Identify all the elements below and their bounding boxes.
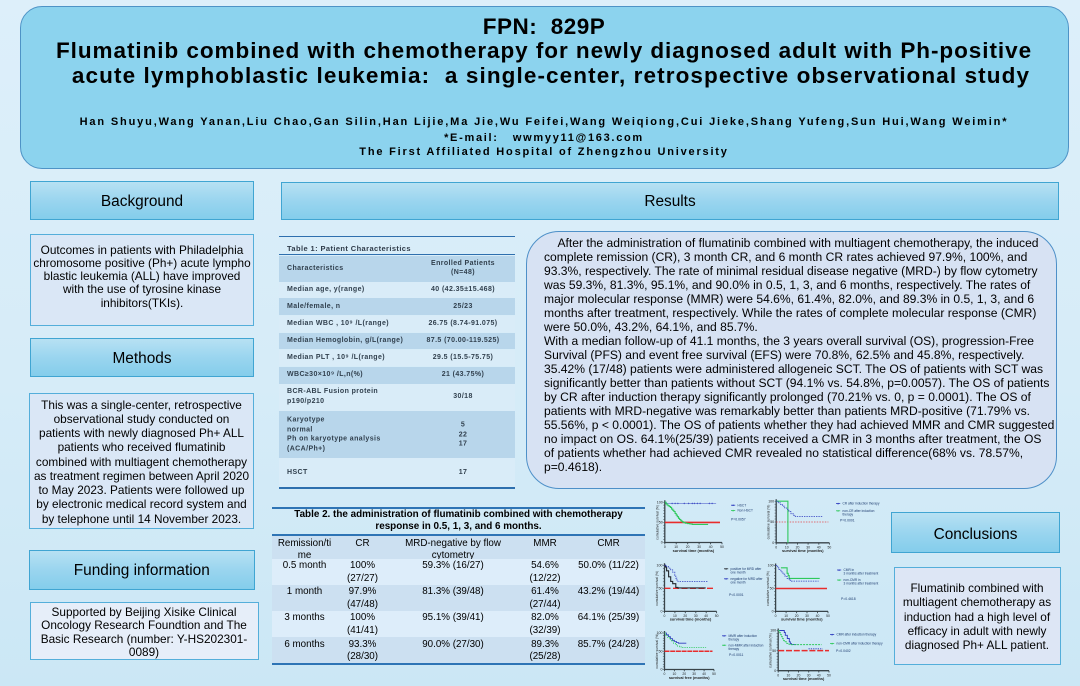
- svg-text:P=0.4618: P=0.4618: [841, 597, 856, 601]
- svg-text:survival time (months): survival time (months): [783, 676, 825, 681]
- svg-text:10: 10: [674, 545, 678, 549]
- svg-text:100: 100: [657, 500, 663, 504]
- svg-text:HSCT: HSCT: [738, 503, 747, 507]
- svg-text:0: 0: [661, 610, 663, 614]
- svg-text:0: 0: [664, 614, 666, 618]
- svg-text:3 months after treatment: 3 months after treatment: [844, 582, 879, 586]
- svg-text:CMR after induction therapy: CMR after induction therapy: [837, 633, 877, 637]
- svg-text:20: 20: [682, 672, 686, 676]
- svg-text:30: 30: [805, 614, 809, 618]
- svg-text:30: 30: [697, 545, 701, 549]
- svg-text:P=0.0057: P=0.0057: [731, 518, 746, 522]
- svg-text:survival time (months): survival time (months): [670, 617, 712, 622]
- svg-text:40: 40: [704, 614, 708, 618]
- svg-text:MMR after induction: MMR after induction: [729, 634, 758, 638]
- svg-text:non-CR after induction: non-CR after induction: [843, 509, 875, 513]
- svg-text:100: 100: [657, 564, 663, 568]
- svg-text:50: 50: [826, 614, 830, 618]
- svg-text:P=0.0402: P=0.0402: [836, 649, 851, 653]
- svg-text:30: 30: [806, 545, 810, 549]
- svg-text:0: 0: [774, 669, 776, 673]
- svg-text:0: 0: [777, 673, 779, 677]
- svg-text:50: 50: [770, 520, 774, 524]
- svg-text:0: 0: [775, 614, 777, 618]
- svg-text:survival time (months): survival time (months): [781, 617, 823, 622]
- svg-text:50: 50: [712, 672, 716, 676]
- svg-text:P=0.0011: P=0.0011: [729, 653, 743, 657]
- svg-text:100: 100: [768, 499, 774, 503]
- svg-text:0: 0: [664, 672, 666, 676]
- svg-text:20: 20: [686, 545, 690, 549]
- svg-text:100: 100: [770, 629, 776, 633]
- svg-text:negative for MRD after: negative for MRD after: [731, 577, 764, 581]
- svg-text:therapy: therapy: [729, 638, 740, 642]
- svg-text:30: 30: [807, 673, 811, 677]
- svg-text:0: 0: [661, 668, 663, 672]
- svg-text:survival free (months): survival free (months): [669, 675, 710, 680]
- svg-text:CMR in: CMR in: [844, 568, 855, 572]
- svg-text:cumulative survival (%): cumulative survival (%): [655, 505, 659, 540]
- svg-text:50: 50: [659, 587, 663, 591]
- svg-text:one month: one month: [731, 571, 746, 575]
- svg-text:cumulative survival (%): cumulative survival (%): [767, 505, 771, 540]
- svg-text:20: 20: [795, 614, 799, 618]
- svg-text:CR after induction therapy: CR after induction therapy: [843, 502, 880, 506]
- svg-text:50: 50: [828, 545, 832, 549]
- svg-text:Non HSCT: Non HSCT: [738, 509, 753, 513]
- svg-text:0: 0: [661, 541, 663, 545]
- svg-text:20: 20: [796, 545, 800, 549]
- svg-text:50: 50: [770, 587, 774, 591]
- svg-text:0: 0: [775, 545, 777, 549]
- svg-text:non-MMR after induction: non-MMR after induction: [729, 643, 764, 647]
- svg-text:0: 0: [772, 541, 774, 545]
- svg-text:10: 10: [785, 545, 789, 549]
- svg-text:40: 40: [816, 614, 820, 618]
- svg-text:positive for MRD after: positive for MRD after: [731, 567, 763, 571]
- svg-text:40: 40: [702, 672, 706, 676]
- svg-text:non-CMR in: non-CMR in: [844, 578, 861, 582]
- svg-text:40: 40: [709, 545, 713, 549]
- svg-text:10: 10: [673, 672, 677, 676]
- svg-text:20: 20: [797, 673, 801, 677]
- svg-text:cumulative survival (%): cumulative survival (%): [655, 571, 659, 606]
- svg-text:survival time (months): survival time (months): [673, 548, 715, 553]
- svg-text:cumulative survival (%): cumulative survival (%): [655, 634, 659, 669]
- svg-text:40: 40: [817, 545, 821, 549]
- svg-text:30: 30: [692, 672, 696, 676]
- svg-text:P=0.0001: P=0.0001: [840, 519, 855, 523]
- svg-text:P<0.0001: P<0.0001: [729, 593, 744, 597]
- svg-text:3 months after treatment: 3 months after treatment: [844, 572, 879, 576]
- svg-text:50: 50: [659, 521, 663, 525]
- svg-text:50: 50: [827, 673, 831, 677]
- svg-text:survival time (months): survival time (months): [782, 548, 824, 553]
- svg-text:50: 50: [715, 614, 719, 618]
- svg-text:30: 30: [694, 614, 698, 618]
- svg-text:50: 50: [720, 545, 724, 549]
- svg-text:100: 100: [657, 631, 663, 635]
- svg-text:40: 40: [817, 673, 821, 677]
- svg-text:10: 10: [784, 614, 788, 618]
- svg-text:10: 10: [673, 614, 677, 618]
- svg-text:100: 100: [768, 564, 774, 568]
- svg-text:50: 50: [659, 650, 663, 654]
- svg-text:one month: one month: [731, 581, 746, 585]
- svg-text:cumulative survival (%): cumulative survival (%): [766, 571, 770, 606]
- svg-text:10: 10: [787, 673, 791, 677]
- svg-text:non-CMR after induction therap: non-CMR after induction therapy: [837, 642, 883, 646]
- svg-text:therapy: therapy: [729, 647, 740, 651]
- svg-text:cumulative survival (%): cumulative survival (%): [769, 633, 773, 668]
- svg-text:0: 0: [664, 545, 666, 549]
- svg-text:0: 0: [772, 610, 774, 614]
- svg-text:therapy: therapy: [843, 513, 854, 517]
- svg-text:50: 50: [772, 649, 776, 653]
- svg-text:20: 20: [683, 614, 687, 618]
